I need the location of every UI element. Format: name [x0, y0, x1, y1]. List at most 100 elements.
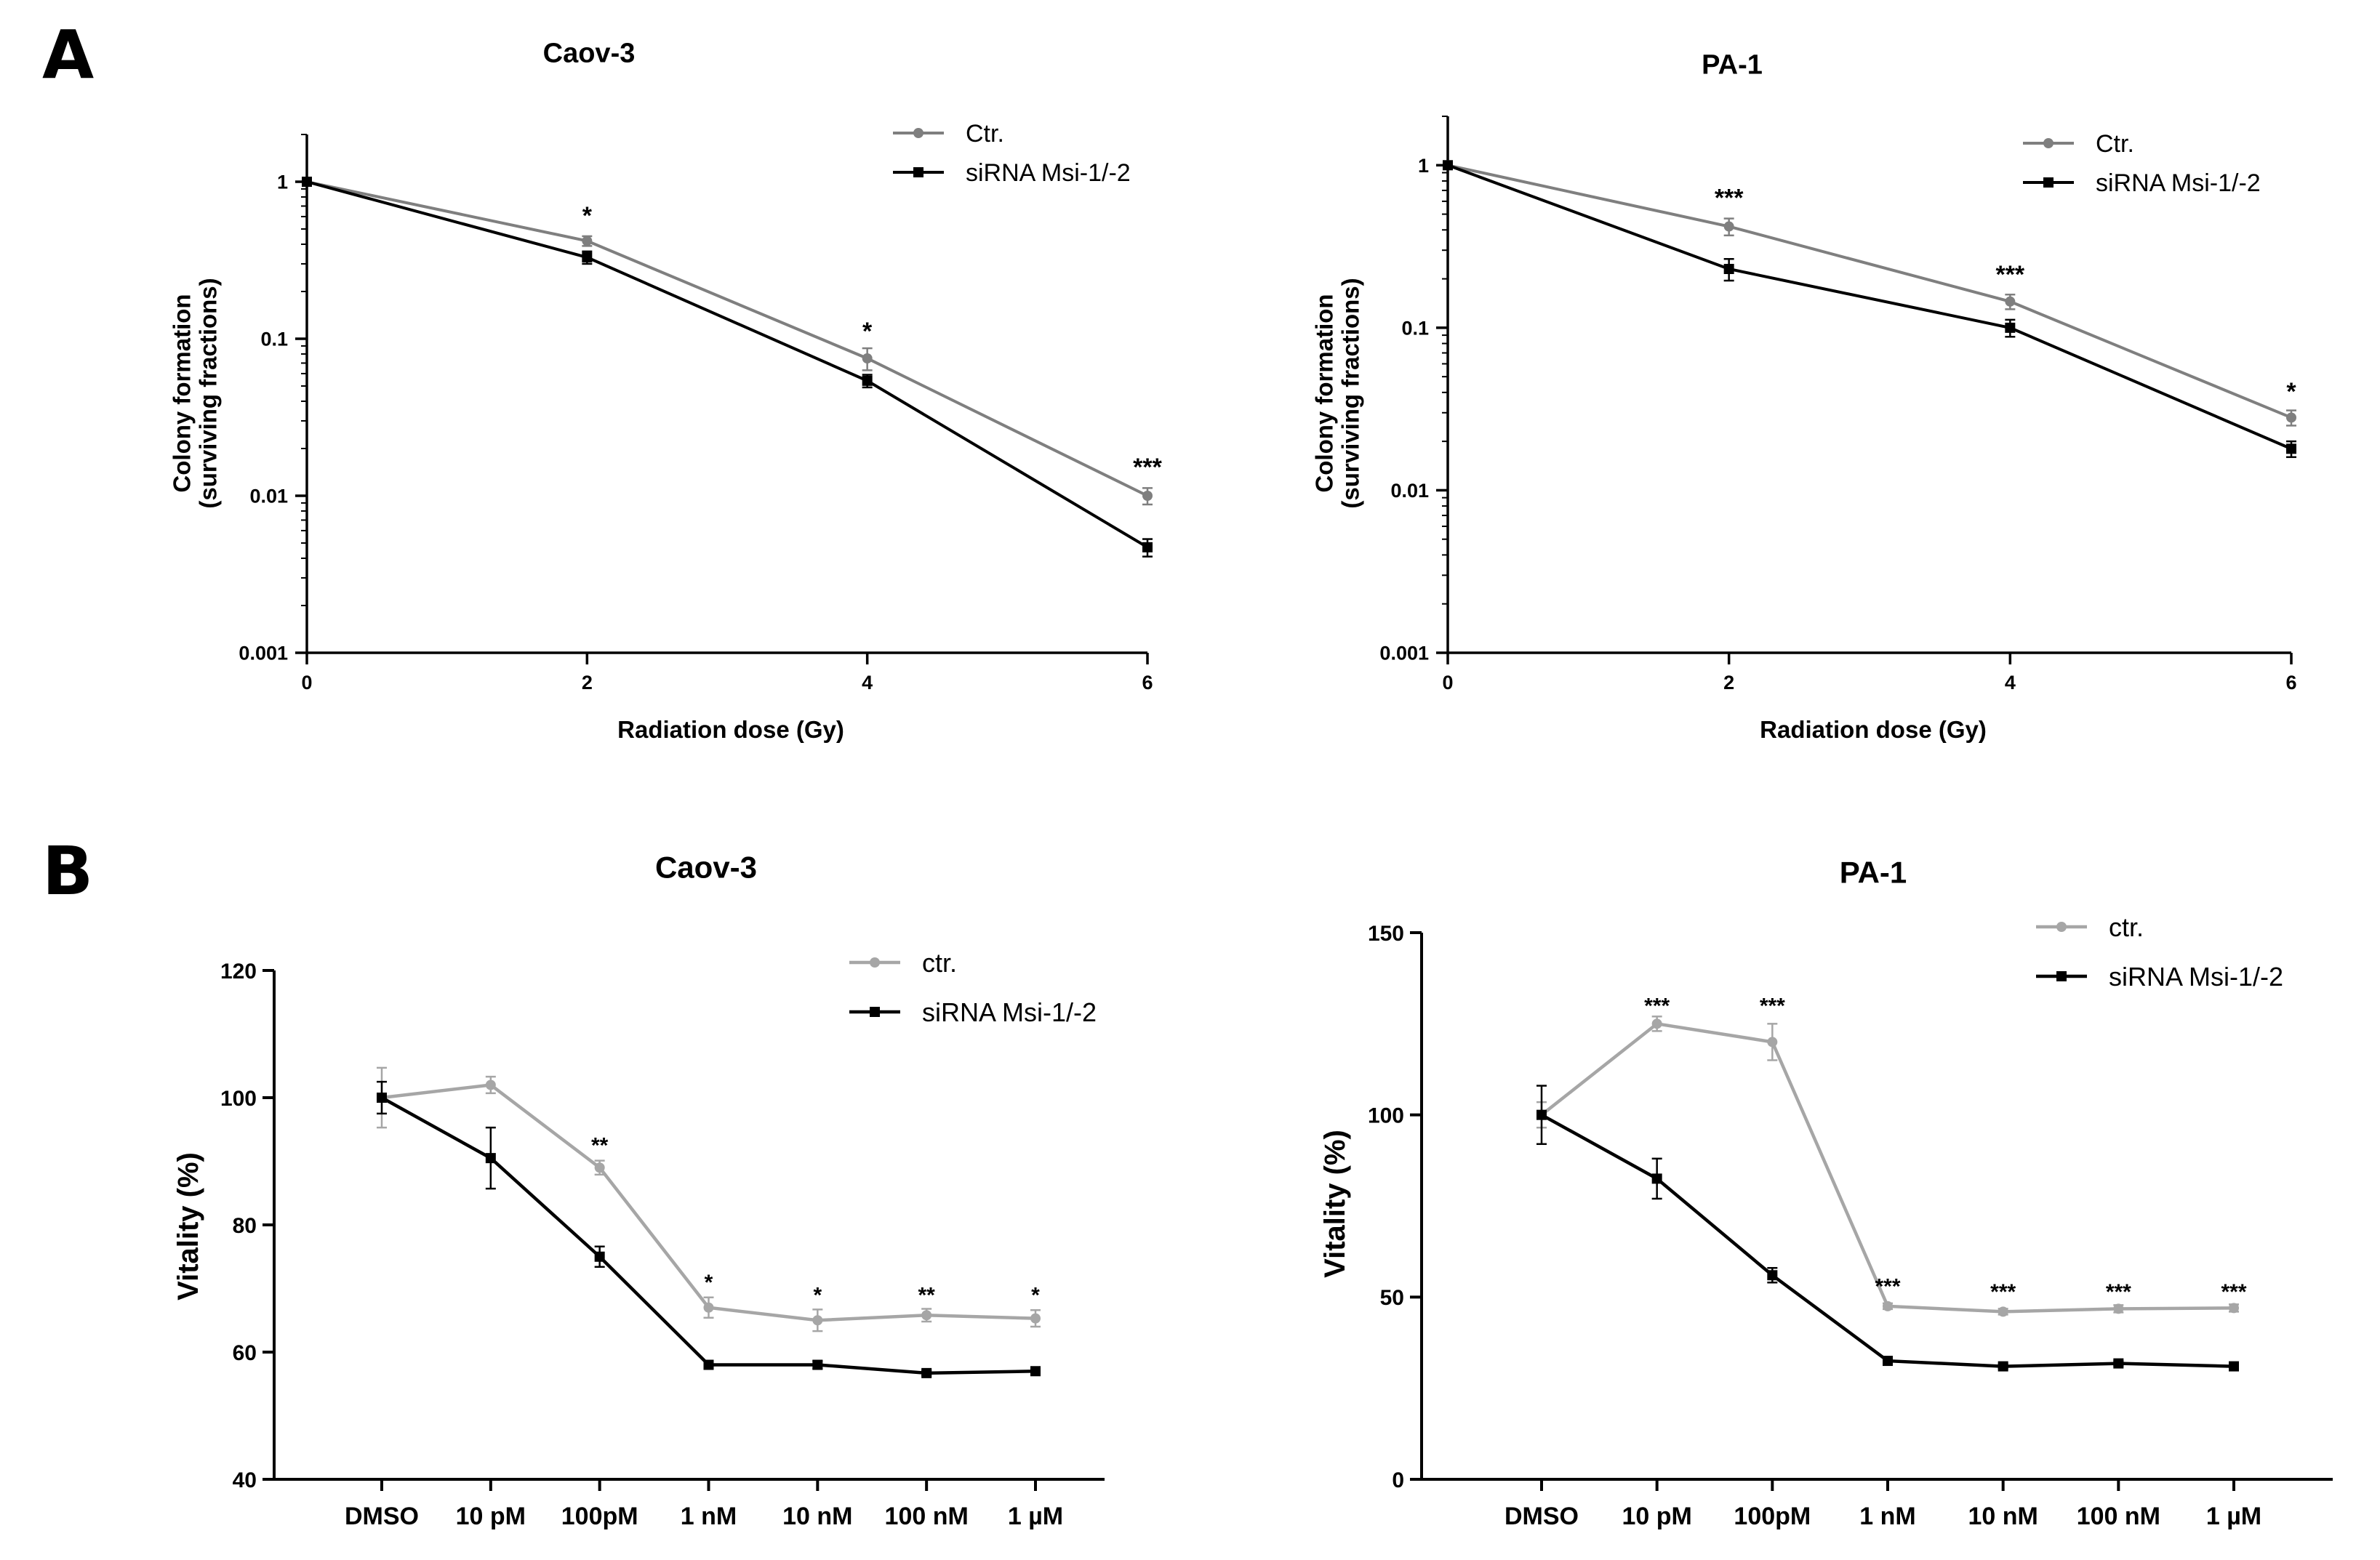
- series-line: [1540, 1113, 2235, 1368]
- legend-marker: [2043, 138, 2054, 148]
- data-point: [1651, 1173, 1662, 1184]
- legend-label: siRNA Msi-1/-2: [922, 997, 1097, 1027]
- data-point: [594, 1162, 605, 1173]
- data-point: [1883, 1356, 1893, 1367]
- significance-annotation: **: [918, 1283, 935, 1307]
- series-sirna: [302, 177, 1153, 558]
- y-axis-label: Colony formation (surviving fractions): [168, 278, 221, 508]
- data-point: [594, 1251, 605, 1262]
- x-axis-label: Radiation dose (Gy): [617, 716, 844, 743]
- significance-annotation: *: [1031, 1283, 1040, 1307]
- y-axis-label-line: (surviving fractions): [1337, 278, 1364, 508]
- data-point: [703, 1302, 714, 1313]
- series-sirna: [1443, 160, 2296, 459]
- significance-annotation: *: [2286, 378, 2296, 406]
- legend-label: ctr.: [922, 948, 957, 978]
- significance-annotation: ***: [1875, 1274, 1900, 1298]
- y-tick-label: 0.1: [1401, 318, 1429, 339]
- data-point: [1883, 1300, 1893, 1311]
- chart-title: Caov-3: [543, 38, 636, 68]
- data-point: [1767, 1037, 1778, 1048]
- series-line: [1447, 164, 2292, 451]
- data-point: [1723, 263, 1734, 274]
- x-tick-label: 10 pM: [456, 1503, 526, 1530]
- data-point: [812, 1359, 823, 1370]
- x-tick-label: 100 nM: [2077, 1503, 2160, 1530]
- x-axis-label: Radiation dose (Gy): [1760, 716, 1987, 743]
- y-tick-label: 40: [233, 1468, 257, 1492]
- data-point: [485, 1153, 496, 1164]
- x-tick-label: 1 µM: [2206, 1503, 2261, 1530]
- data-point: [862, 375, 873, 386]
- data-point: [2229, 1361, 2239, 1372]
- significance-annotation: ***: [1995, 261, 2024, 289]
- data-point: [2286, 412, 2296, 423]
- x-tick-label: 100pM: [561, 1503, 638, 1530]
- legend-marker: [2056, 922, 2067, 932]
- x-tick-label: 10 nM: [1968, 1503, 2038, 1530]
- legend-label: siRNA Msi-1/-2: [966, 159, 1131, 187]
- data-point: [862, 353, 873, 363]
- y-tick-label: 0.01: [1390, 480, 1429, 502]
- y-tick-label: 0: [1392, 1468, 1404, 1492]
- y-tick-label: 0.001: [1379, 643, 1429, 664]
- data-point: [2286, 443, 2296, 454]
- significance-annotation: ***: [2106, 1280, 2131, 1304]
- y-axis-label: Colony formation (surviving fractions): [1310, 278, 1363, 508]
- chart-a-caov3: 0.001 0.01 0.1 1 0 2 4 6 Caov-3 Radiation dose (G…: [168, 38, 1162, 743]
- series-sirna: [1536, 1085, 2239, 1372]
- data-point: [703, 1359, 714, 1370]
- y-tick-label: 100: [1368, 1103, 1404, 1127]
- data-point: [1767, 1270, 1778, 1281]
- significance-annotation: ***: [1715, 185, 1744, 212]
- data-point: [2229, 1303, 2239, 1314]
- legend-label: ctr.: [2109, 912, 2144, 942]
- chart-b-pa1: 0 50 100 150 DMSO 10 pM 100pM 1 nM 10 nM 100 nM 1 …: [1319, 856, 2333, 1530]
- legend: ctr. siRNA Msi-1/-2: [2036, 912, 2283, 992]
- x-tick-label: 10 nM: [782, 1503, 852, 1530]
- data-point: [1536, 1109, 1547, 1120]
- series-line: [306, 180, 1148, 497]
- data-point: [1030, 1366, 1041, 1377]
- y-tick-label: 60: [233, 1341, 257, 1365]
- x-tick-label: 6: [1142, 672, 1153, 693]
- series-line: [380, 1096, 1036, 1375]
- legend-label: siRNA Msi-1/-2: [2096, 169, 2261, 197]
- data-point: [1443, 160, 1453, 171]
- series-line: [1447, 164, 2292, 419]
- x-tick-label: 6: [2285, 672, 2296, 693]
- y-tick-label: 0.1: [260, 329, 288, 350]
- y-tick-label: 100: [220, 1087, 257, 1111]
- significance-annotation: *: [582, 202, 593, 230]
- y-tick-label: 150: [1368, 922, 1404, 946]
- legend-label: Ctr.: [966, 120, 1004, 148]
- significance-annotation: *: [862, 318, 873, 345]
- legend: Ctr. siRNA Msi-1/-2: [893, 120, 1131, 187]
- y-axis-label-line: Colony formation: [168, 294, 195, 492]
- x-tick-label: 4: [2005, 672, 2016, 693]
- legend-label: Ctr.: [2096, 130, 2134, 158]
- chart-title: Caov-3: [655, 851, 757, 885]
- y-axis-label: Vitality (%): [172, 1152, 204, 1300]
- y-axis-label-line: Vitality (%): [1319, 1130, 1351, 1278]
- legend: Ctr. siRNA Msi-1/-2: [2023, 130, 2261, 197]
- legend-marker: [870, 1007, 880, 1017]
- data-point: [1998, 1306, 2008, 1317]
- data-point: [302, 177, 312, 188]
- data-point: [2113, 1358, 2124, 1369]
- x-tick-label: 100 nM: [885, 1503, 969, 1530]
- significance-annotation: ***: [1644, 994, 1670, 1018]
- series-line: [1540, 1021, 2235, 1314]
- data-point: [1142, 542, 1153, 552]
- data-point: [921, 1367, 932, 1378]
- y-tick-label: 50: [1380, 1286, 1404, 1310]
- x-tick-label: DMSO: [345, 1503, 419, 1530]
- significance-annotation: ***: [1990, 1280, 2016, 1304]
- chart-a-pa1: 0.001 0.01 0.1 1 0 2 4 6 PA-1 Radiation dose (Gy)…: [1310, 49, 2296, 743]
- legend-label: siRNA Msi-1/-2: [2109, 962, 2283, 992]
- significance-annotation: ***: [1760, 994, 1785, 1018]
- chart-title: PA-1: [1840, 856, 1907, 890]
- data-point: [921, 1310, 932, 1321]
- data-point: [582, 236, 593, 246]
- y-axis-label-line: Colony formation: [1310, 294, 1337, 492]
